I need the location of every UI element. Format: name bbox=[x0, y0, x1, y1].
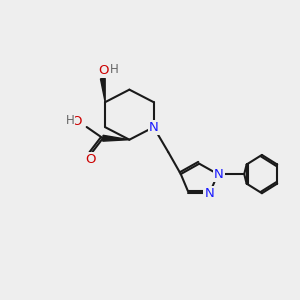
Text: O: O bbox=[85, 153, 96, 166]
Text: O: O bbox=[71, 115, 82, 128]
Text: N: N bbox=[204, 187, 214, 200]
Polygon shape bbox=[100, 78, 105, 102]
Text: N: N bbox=[214, 168, 224, 181]
Polygon shape bbox=[103, 135, 129, 141]
Text: N: N bbox=[149, 121, 158, 134]
Text: H: H bbox=[66, 114, 75, 127]
Text: H: H bbox=[110, 63, 118, 76]
Text: O: O bbox=[98, 64, 109, 77]
